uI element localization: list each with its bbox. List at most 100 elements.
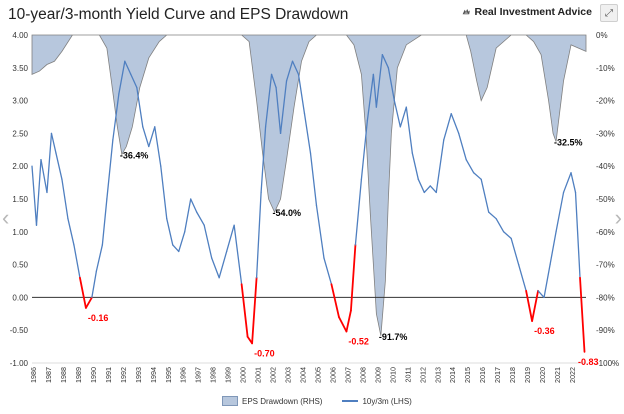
yield-line-segment bbox=[570, 172, 577, 194]
y-left-tick-label: 4.00 bbox=[12, 31, 28, 40]
yield-line-segment bbox=[240, 283, 249, 338]
y-right-tick-label: -100% bbox=[596, 359, 619, 368]
x-tick-label: 1993 bbox=[134, 367, 143, 383]
y-right-tick-label: -40% bbox=[596, 162, 615, 171]
x-tick-label: 1991 bbox=[104, 367, 113, 383]
yield-line-segment bbox=[91, 270, 98, 299]
data-label: -0.83 bbox=[578, 357, 599, 367]
legend-swatch-yield bbox=[342, 400, 359, 402]
previous-button[interactable]: ‹ bbox=[2, 207, 9, 229]
yield-line-segment bbox=[67, 218, 75, 246]
legend-label-yield: 10y/3m (LHS) bbox=[362, 396, 412, 406]
yield-line-segment bbox=[323, 257, 333, 285]
yield-line-segment bbox=[35, 158, 42, 226]
yield-line-segment bbox=[465, 158, 475, 174]
yield-line-segment bbox=[118, 60, 126, 95]
x-tick-label: 2008 bbox=[358, 367, 367, 383]
data-label: -54.0% bbox=[273, 208, 302, 218]
x-tick-label: 2001 bbox=[254, 367, 263, 383]
y-right-tick-label: -50% bbox=[596, 195, 615, 204]
yield-line-segment bbox=[375, 54, 384, 108]
yield-line-layer bbox=[31, 54, 586, 353]
x-tick-label: 2016 bbox=[478, 367, 487, 383]
yield-line-segment bbox=[275, 86, 282, 135]
yield-line-segment bbox=[142, 126, 150, 148]
y-right-tick-label: -60% bbox=[596, 228, 615, 237]
yield-line-segment bbox=[399, 106, 407, 128]
yield-line-segment bbox=[85, 296, 93, 309]
yield-line-segment bbox=[79, 276, 87, 309]
yield-line-segment bbox=[450, 113, 460, 135]
y-left-tick-label: -0.50 bbox=[10, 326, 29, 335]
yield-line-segment bbox=[429, 185, 437, 194]
x-tick-label: 1997 bbox=[194, 367, 203, 383]
yield-line-segment bbox=[458, 132, 467, 161]
yield-line-segment bbox=[502, 231, 512, 240]
brand-logo: Real Investment Advice bbox=[462, 0, 592, 24]
axes-layer: 4.00 3.50 3.00 2.50 2.00 1.50 1.00 0.50 0.00 -0.5… bbox=[10, 31, 619, 383]
y-left-tick-label: 1.50 bbox=[12, 195, 28, 204]
yield-line-segment bbox=[251, 276, 258, 345]
eps-drawdown-area bbox=[31, 34, 587, 336]
yield-line-segment bbox=[360, 119, 369, 180]
y-right-tick-label: -30% bbox=[596, 129, 615, 138]
legend-label-eps: EPS Drawdown (RHS) bbox=[242, 396, 323, 406]
x-tick-label: 2014 bbox=[448, 367, 457, 383]
y-right-tick-label: -20% bbox=[596, 97, 615, 106]
yield-line-segment bbox=[46, 132, 53, 194]
yield-line-segment bbox=[525, 289, 533, 322]
yield-line-segment bbox=[443, 113, 452, 141]
x-tick-label: 2018 bbox=[508, 367, 517, 383]
yield-line-segment bbox=[270, 73, 277, 89]
x-tick-label: 1990 bbox=[89, 367, 98, 383]
yield-line-segment bbox=[297, 73, 306, 115]
yield-line-segment bbox=[549, 231, 557, 266]
x-tick-label: 2010 bbox=[388, 367, 397, 383]
yield-line-segment bbox=[417, 178, 425, 194]
next-button[interactable]: › bbox=[615, 207, 622, 229]
yield-line-segment bbox=[95, 244, 104, 272]
yield-line-segment bbox=[537, 290, 545, 299]
data-label: -0.52 bbox=[348, 337, 369, 347]
y-left-tick-label: 0.50 bbox=[12, 261, 28, 270]
yield-line-segment bbox=[196, 211, 205, 226]
yield-line-segment bbox=[61, 178, 69, 220]
eagle-logo-icon bbox=[462, 9, 470, 15]
yield-line-segment bbox=[203, 224, 213, 259]
x-tick-label: 1989 bbox=[74, 367, 83, 383]
yield-line-segment bbox=[531, 289, 539, 322]
yield-line-segment bbox=[50, 132, 57, 154]
yield-line-segment bbox=[285, 60, 294, 82]
y-left-tick-label: 3.00 bbox=[12, 97, 28, 106]
yield-line-segment bbox=[555, 191, 565, 233]
legend-swatch-eps bbox=[222, 396, 238, 406]
y-left-tick-label: 0.00 bbox=[12, 293, 28, 302]
x-tick-label: 2017 bbox=[493, 367, 502, 383]
yield-line-segment bbox=[350, 244, 357, 312]
x-tick-label: 1987 bbox=[44, 367, 53, 383]
x-tick-label: 2009 bbox=[373, 367, 382, 383]
yield-line-segment bbox=[303, 113, 312, 154]
yield-line-segment bbox=[136, 86, 144, 128]
yield-line-segment bbox=[354, 178, 363, 246]
legend-item-eps: EPS Drawdown (RHS) bbox=[222, 396, 322, 406]
yield-line-segment bbox=[124, 60, 132, 76]
yield-line-segment bbox=[190, 198, 198, 213]
x-tick-label: 2006 bbox=[328, 367, 337, 383]
yield-line-segment bbox=[73, 244, 81, 279]
yield-line-segment bbox=[562, 172, 572, 194]
yield-line-segment bbox=[345, 309, 352, 333]
yield-line-segment bbox=[510, 237, 520, 266]
y-right-tick-label: -10% bbox=[596, 64, 615, 73]
yield-line-segment bbox=[130, 73, 138, 89]
yield-line-segment bbox=[279, 80, 288, 135]
data-label: -32.5% bbox=[554, 138, 583, 148]
x-tick-label: 1998 bbox=[209, 367, 218, 383]
yield-line-segment bbox=[166, 218, 174, 246]
yield-line-segment bbox=[255, 191, 262, 279]
chevron-right-icon: › bbox=[614, 205, 622, 230]
eps-drawdown-area-layer bbox=[31, 34, 587, 336]
yield-line-segment bbox=[106, 139, 114, 200]
expand-button[interactable]: ⤢ bbox=[600, 4, 618, 22]
